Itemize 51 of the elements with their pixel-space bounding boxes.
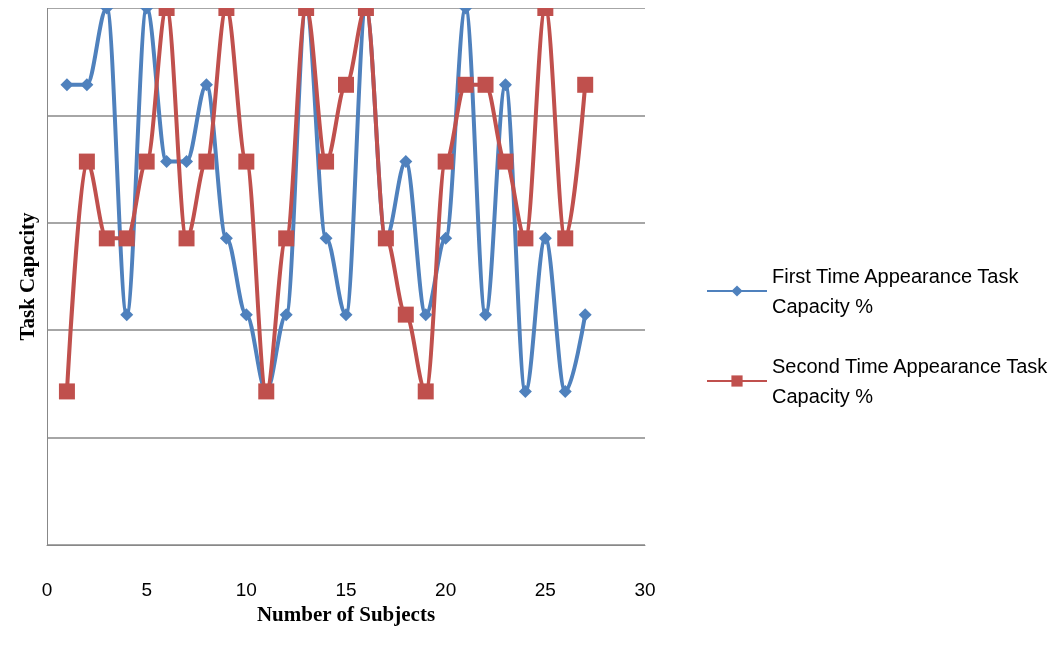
point [497,153,514,170]
point [338,76,354,93]
point [138,153,155,170]
point [457,76,474,93]
x-tick-label: 15 [335,579,357,600]
point [118,230,135,247]
x-tick-label: 20 [435,579,457,600]
x-tick-label: 0 [41,579,53,600]
point [318,153,335,170]
x-axis-title: Number of Subjects [256,602,436,627]
point [477,76,494,93]
point [439,231,453,245]
point [279,308,293,322]
point [239,308,253,322]
point [538,231,552,245]
point [80,78,94,92]
x-tick-label: 5 [141,579,152,600]
legend-label: First Time Appearance Task Capacity % [772,265,1024,317]
point [160,155,174,169]
point [78,153,95,170]
point [219,231,233,245]
point [60,78,74,92]
y-axis-title: Task Capacity [14,211,39,341]
point [180,155,194,169]
legend-label: Second Time Appearance Task Capacity % [772,355,1053,407]
point [557,230,574,247]
point [278,230,295,247]
point [558,384,572,398]
point [578,308,592,322]
point [178,230,195,247]
point [517,230,534,247]
point [58,383,75,400]
point [417,383,434,400]
point [199,78,213,92]
point [120,308,134,322]
point [198,153,215,170]
point [399,155,413,169]
x-tick-label: 10 [235,579,257,600]
point [419,308,433,322]
point [479,308,493,322]
point [319,231,333,245]
point [518,384,532,398]
point [577,76,594,93]
point [498,78,512,92]
point [437,153,454,170]
x-tick-label: 30 [634,579,656,600]
point [339,308,353,322]
point [397,306,414,323]
x-tick-label: 25 [534,579,556,600]
point [98,230,115,247]
point [238,153,255,170]
